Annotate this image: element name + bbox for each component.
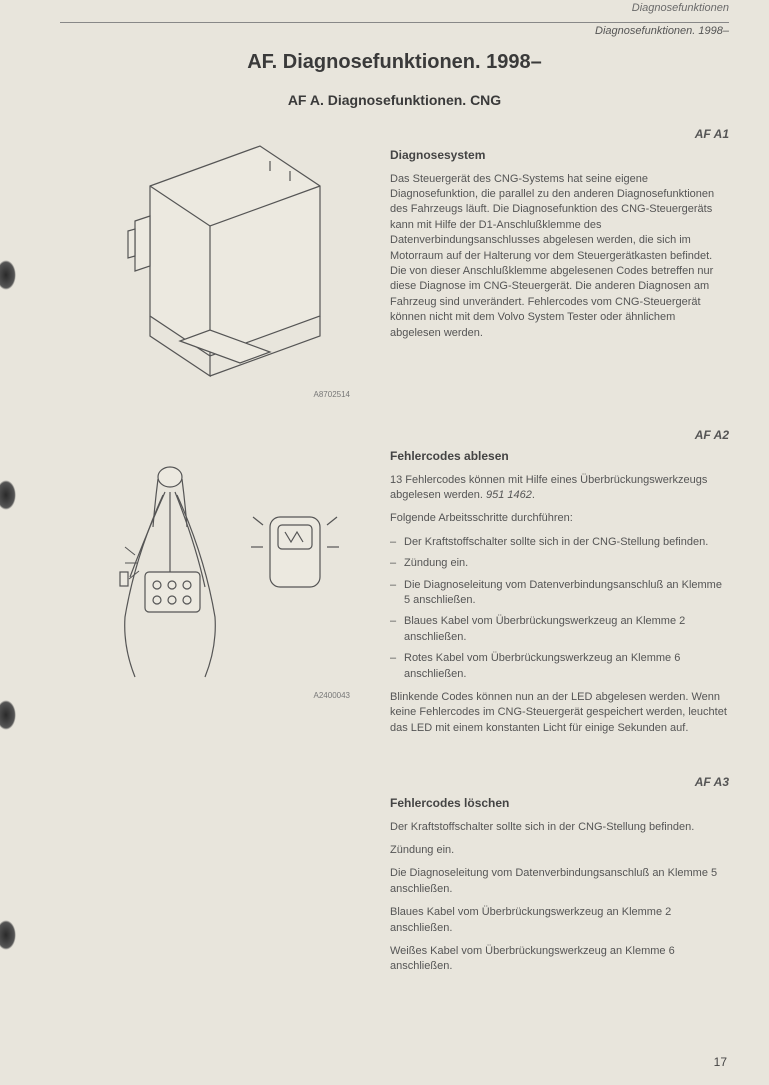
section-code-afa1: AF A1 [390, 126, 729, 143]
section-heading-afa2: Fehlercodes ablesen [390, 448, 729, 465]
afa2-step: Blaues Kabel vom Überbrückungswerkzeug a… [390, 614, 729, 645]
cropped-header: Diagnosefunktionen [60, 2, 729, 14]
running-head: Diagnosefunktionen. 1998– [60, 25, 729, 37]
afa2-step: Der Kraftstoffschalter sollte sich in de… [390, 535, 729, 550]
ecu-illustration [90, 126, 340, 386]
afa2-intro1-post: . [532, 489, 535, 501]
afa2-outro: Blinkende Codes können nun an der LED ab… [390, 690, 729, 736]
afa2-step: Rotes Kabel vom Überbrückungswerkzeug an… [390, 651, 729, 682]
tool-illustration [75, 447, 355, 687]
afa2-intro1: 13 Fehlercodes können mit Hilfe eines Üb… [390, 473, 729, 504]
section-afa3: AF A3 Fehlercodes löschen Der Kraftstoff… [60, 774, 729, 983]
afa3-para: Die Diagnoseleitung vom Datenverbindungs… [390, 866, 729, 897]
afa2-steps: Der Kraftstoffschalter sollte sich in de… [390, 535, 729, 682]
figure-ecu-caption: A8702514 [60, 390, 370, 399]
top-rule [60, 22, 729, 23]
figure-ecu: A8702514 [60, 126, 370, 399]
afa3-para: Blaues Kabel vom Überbrückungswerkzeug a… [390, 905, 729, 936]
afa3-para: Der Kraftstoffschalter sollte sich in de… [390, 820, 729, 835]
section-afa1: A8702514 AF A1 Diagnosesystem Das Steuer… [60, 126, 729, 409]
afa2-part-number: 951 1462 [486, 489, 532, 501]
afa2-step: Zündung ein. [390, 556, 729, 571]
afa3-para: Zündung ein. [390, 843, 729, 858]
section-afa2: A2400043 AF A2 Fehlercodes ablesen 13 Fe… [60, 427, 729, 744]
page: Diagnosefunktionen Diagnosefunktionen. 1… [0, 0, 769, 1085]
section-heading-afa3: Fehlercodes löschen [390, 795, 729, 812]
afa2-intro1-pre: 13 Fehlercodes können mit Hilfe eines Üb… [390, 474, 707, 501]
section-body-afa1: Das Steuergerät des CNG-Systems hat sein… [390, 172, 729, 341]
section-code-afa3: AF A3 [390, 774, 729, 791]
figure-tool: A2400043 [60, 447, 370, 700]
figure-tool-caption: A2400043 [60, 691, 370, 700]
main-title: AF. Diagnosefunktionen. 1998– [60, 51, 729, 74]
afa2-intro2: Folgende Arbeitsschritte durchführen: [390, 511, 729, 526]
afa2-step: Die Diagnoseleitung vom Datenverbindungs… [390, 578, 729, 609]
section-heading-afa1: Diagnosesystem [390, 147, 729, 164]
page-number: 17 [714, 1055, 727, 1069]
afa3-para: Weißes Kabel vom Überbrückungswerkzeug a… [390, 944, 729, 975]
section-code-afa2: AF A2 [390, 427, 729, 444]
sub-title: AF A. Diagnosefunktionen. CNG [60, 92, 729, 108]
